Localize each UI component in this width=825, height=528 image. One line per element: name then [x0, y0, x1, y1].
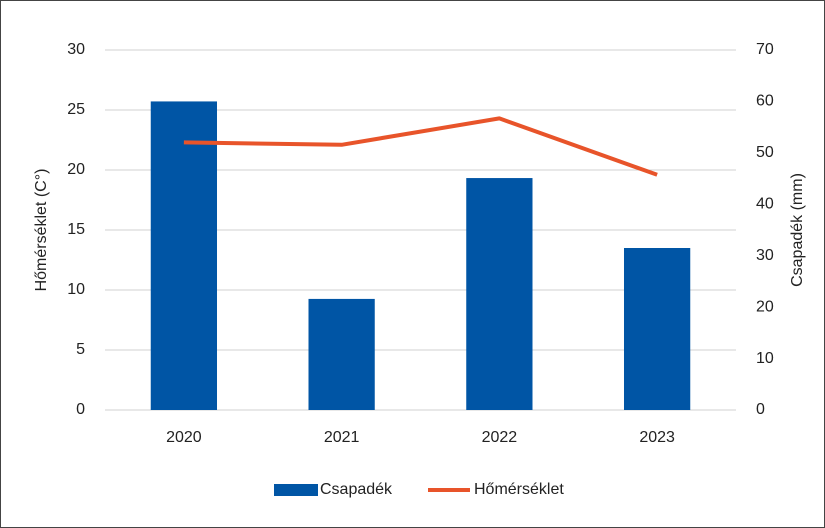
legend-label: Hőmérséklet	[474, 481, 564, 498]
x-tick-label: 2021	[324, 429, 360, 446]
y2-tick-label: 70	[756, 41, 774, 58]
y2-tick-label: 50	[756, 144, 774, 161]
y2-axis-label: Csapadék (mm)	[789, 173, 806, 287]
legend-label: Csapadék	[320, 481, 393, 498]
y-axis-label: Hőmérséklet (C°)	[33, 169, 50, 292]
y2-tick-label: 40	[756, 196, 774, 213]
y2-tick-label: 20	[756, 298, 774, 315]
y2-tick-label: 60	[756, 93, 774, 110]
y-tick-label: 20	[67, 161, 85, 178]
y2-tick-label: 0	[756, 401, 765, 418]
line	[183, 116, 658, 177]
y-tick-label: 15	[67, 221, 85, 238]
bar	[150, 101, 218, 410]
legend-swatch	[274, 484, 318, 496]
y-tick-label: 5	[76, 341, 85, 358]
x-tick-label: 2020	[166, 429, 202, 446]
x-tick-label: 2022	[482, 429, 518, 446]
bar	[623, 248, 691, 410]
bar	[308, 298, 375, 410]
x-tick-label: 2023	[639, 429, 675, 446]
y-tick-label: 30	[67, 41, 85, 58]
y2-tick-label: 30	[756, 247, 774, 264]
y-tick-label: 25	[67, 101, 85, 118]
bar	[466, 178, 533, 410]
y2-tick-label: 10	[756, 350, 774, 367]
y-tick-label: 10	[67, 281, 85, 298]
y-tick-label: 0	[76, 401, 85, 418]
